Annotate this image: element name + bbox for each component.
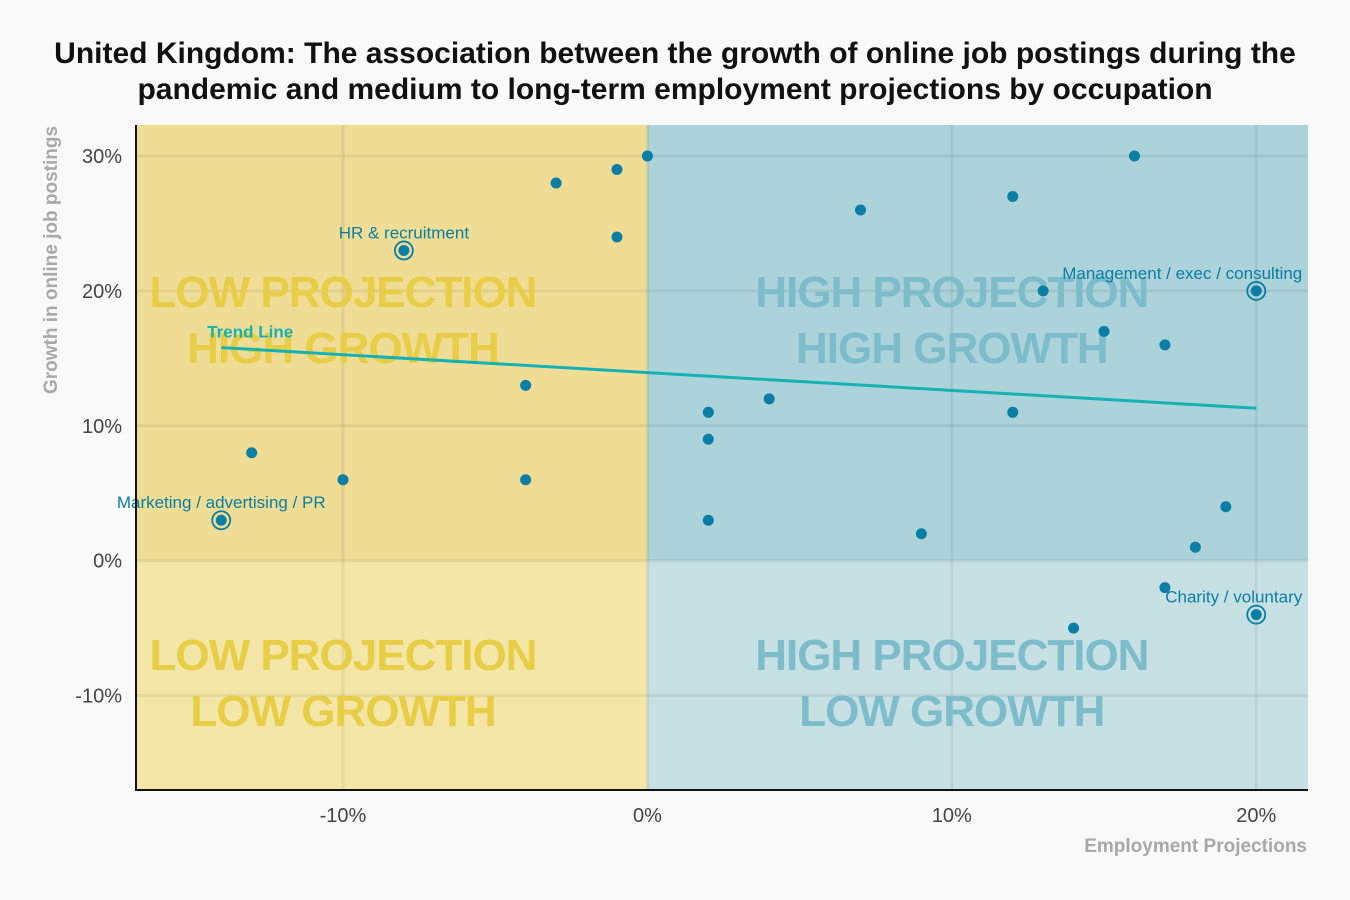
- y-tick-label: 10%: [82, 416, 122, 438]
- point-label: Marketing / advertising / PR: [117, 493, 326, 512]
- data-point-11: [702, 406, 714, 418]
- data-point-14: [763, 393, 775, 405]
- chart-title: United Kingdom: The association between …: [0, 36, 1350, 108]
- point-label: Charity / voluntary: [1165, 588, 1302, 607]
- data-point-2: [246, 447, 258, 459]
- data-point-28: [1250, 609, 1262, 621]
- data-point-1: [215, 514, 227, 526]
- data-point-6: [520, 474, 532, 486]
- quadrant-high-projection-high-growth: [647, 125, 1308, 561]
- data-point-20: [1068, 622, 1080, 634]
- x-axis-title: Employment Projections: [1084, 836, 1307, 857]
- highlight-ring: [1246, 281, 1267, 301]
- trend-line-group: Trend Line: [207, 323, 1257, 410]
- data-point-23: [1159, 339, 1171, 351]
- quadrant-label-low-low-line-1: LOW PROJECTION: [150, 631, 537, 680]
- quadrant-label-low-high-line-1: LOW PROJECTION: [150, 268, 537, 317]
- quadrant-label-low-low-line-2: LOW GROWTH: [190, 687, 495, 736]
- point-label: HR & recruitment: [339, 223, 470, 242]
- data-point-22: [1128, 150, 1140, 162]
- data-point-12: [702, 433, 714, 445]
- quadrant-backgrounds: [136, 125, 1308, 790]
- y-axis-title: Growth in online job postings: [41, 126, 62, 394]
- quadrant-high-projection-low-growth: [647, 560, 1308, 790]
- y-tick-label: -10%: [75, 686, 122, 708]
- data-point-17: [1007, 190, 1019, 202]
- data-point-18: [1007, 406, 1019, 418]
- highlight-ring: [1246, 604, 1267, 625]
- data-point-27: [1250, 285, 1262, 297]
- chart-title-line-2: pandemic and medium to long-term employm…: [137, 73, 1213, 106]
- data-point-10: [641, 150, 653, 162]
- data-point-15: [855, 204, 867, 216]
- data-point-5: [520, 379, 532, 391]
- data-point-24: [1159, 582, 1171, 594]
- quadrant-low-projection-high-growth: [136, 125, 648, 561]
- axes: -10% 0% 10% 20% -10% 0% 10% 20% 30%: [75, 125, 1308, 827]
- highlight-ring: [211, 510, 232, 531]
- quadrant-label-high-low-line-2: LOW GROWTH: [799, 687, 1104, 736]
- trend-line-label: Trend Line: [207, 323, 293, 342]
- data-point-9: [611, 231, 623, 243]
- quadrant-label-high-high-line-2: HIGH GROWTH: [796, 324, 1108, 373]
- data-point-19: [1037, 285, 1049, 297]
- data-point-26: [1220, 501, 1232, 513]
- x-tick-label: 0%: [633, 805, 662, 827]
- y-tick-label: 0%: [93, 551, 122, 573]
- data-point-4: [398, 244, 410, 256]
- data-point-3: [337, 474, 349, 486]
- data-points: Marketing / advertising / PR HR & recruit…: [117, 150, 1303, 634]
- x-tick-label: 20%: [1236, 805, 1276, 827]
- quadrant-label-high-low-line-1: HIGH PROJECTION: [755, 631, 1148, 680]
- quadrant-low-projection-low-growth: [136, 560, 648, 790]
- trend-line: [221, 346, 1257, 410]
- y-tick-label: 20%: [82, 281, 122, 303]
- data-point-8: [611, 164, 623, 176]
- highlight-ring: [393, 240, 414, 261]
- data-point-21: [1098, 325, 1110, 337]
- data-point-13: [702, 514, 714, 526]
- point-label: Management / exec / consulting: [1062, 264, 1302, 283]
- data-point-7: [550, 177, 562, 189]
- grid: [136, 125, 1308, 790]
- data-point-16: [915, 528, 927, 540]
- x-tick-label: -10%: [320, 805, 367, 827]
- quadrant-label-high-high-line-1: HIGH PROJECTION: [755, 268, 1148, 317]
- chart-title-line-1: United Kingdom: The association between …: [54, 37, 1296, 70]
- x-tick-label: 10%: [932, 805, 972, 827]
- y-tick-label: 30%: [82, 146, 122, 168]
- data-point-25: [1189, 541, 1201, 553]
